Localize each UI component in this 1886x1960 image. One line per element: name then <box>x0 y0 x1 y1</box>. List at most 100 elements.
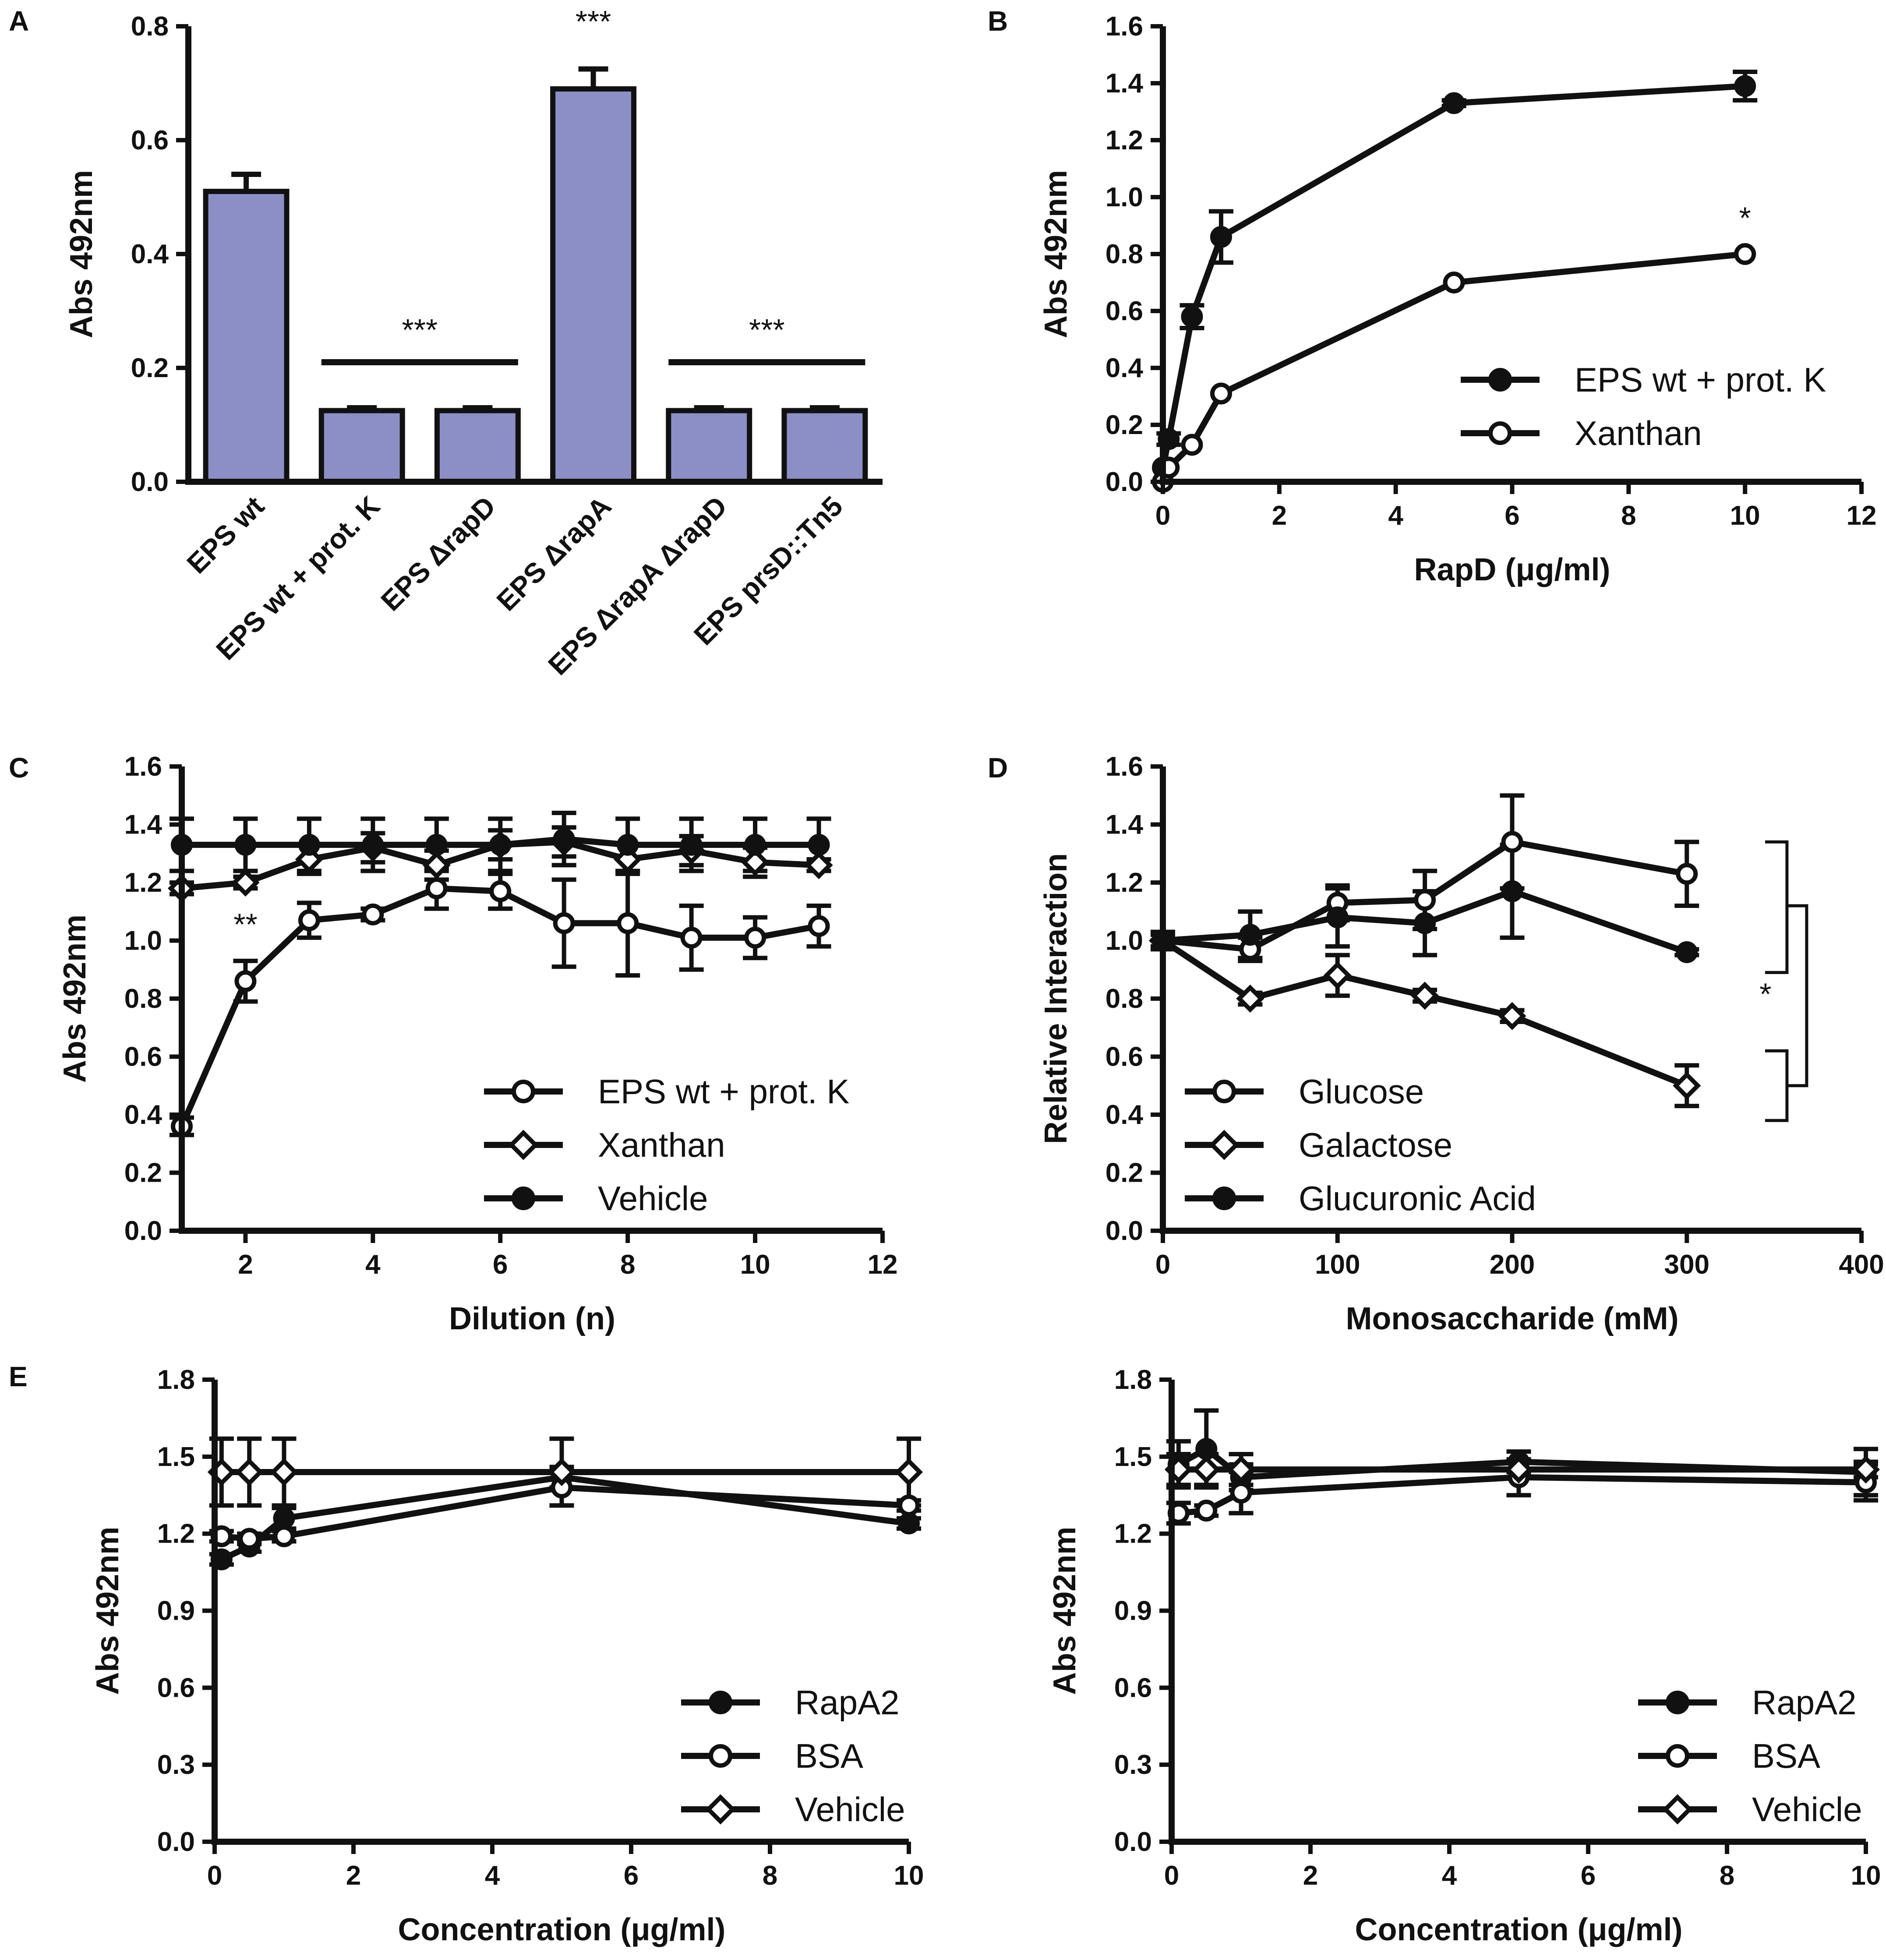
data-point <box>553 828 575 850</box>
panel-label: C <box>9 752 29 784</box>
data-point <box>1505 1455 1533 1484</box>
data-point <box>234 970 257 992</box>
y-tick-label: 0.8 <box>124 984 162 1014</box>
data-point <box>741 848 770 876</box>
x-tick-label: 10 <box>1730 501 1760 531</box>
y-tick-label: 1.2 <box>1105 868 1143 898</box>
y-tick-label: 0.0 <box>124 1216 162 1246</box>
data-point <box>1210 382 1232 405</box>
y-tick-label: 1.2 <box>157 1519 195 1549</box>
significance-mark: *** <box>402 313 438 347</box>
y-tick-label: 0.8 <box>1105 984 1143 1014</box>
y-tick-label: 1.6 <box>1105 752 1143 782</box>
legend-label: Vehicle <box>1752 1790 1862 1829</box>
data-point <box>1851 1455 1880 1484</box>
legend-marker <box>1209 1130 1240 1160</box>
data-point <box>1210 226 1232 248</box>
data-point <box>1181 306 1203 328</box>
y-tick-label: 0.4 <box>124 1100 162 1130</box>
x-tick-label: 2 <box>238 1250 253 1280</box>
data-point <box>1230 1481 1252 1504</box>
data-point <box>1227 1455 1255 1484</box>
panel-d-line-chart: 0.0 0.2 0.4 0.6 0.8 1.0 1.2 1.4 1.6 0 100 200 300 400… <box>988 752 1884 1336</box>
x-tick-label: 4 <box>1388 501 1403 531</box>
data-point <box>362 833 384 856</box>
legend-label: EPS wt + prot. K <box>598 1072 849 1111</box>
x-tick-label: 6 <box>1581 1861 1596 1891</box>
legend-label: Vehicle <box>795 1790 905 1829</box>
y-axis-title: Relative Interaction <box>1038 853 1074 1144</box>
data-point <box>1236 984 1264 1013</box>
legend-marker <box>1212 1080 1236 1103</box>
legend-label: Xanthan <box>598 1126 725 1164</box>
data-point <box>1195 1438 1218 1460</box>
x-axis-title: Concentration (μg/ml) <box>398 1912 725 1947</box>
data-point <box>1734 75 1756 97</box>
data-point <box>1443 92 1465 114</box>
y-tick-label: 0.6 <box>157 1673 195 1703</box>
data-point <box>1676 863 1698 885</box>
y-tick-label: 0.3 <box>1114 1750 1152 1780</box>
panel-label: D <box>988 752 1008 784</box>
data-point <box>617 912 639 934</box>
data-point <box>1195 1499 1218 1522</box>
y-tick-label: 1.6 <box>124 752 162 782</box>
data-point <box>744 926 766 949</box>
x-tick-label: 4 <box>1442 1861 1457 1891</box>
data-point <box>1181 434 1203 456</box>
x-tick-label: 8 <box>1720 1861 1734 1891</box>
panel-e-right-line-chart: 0.0 0.3 0.6 0.9 1.2 1.5 1.8 0 2 4 6 8 10 Abs 492nm Con… <box>1047 1365 1881 1947</box>
x-tick-label: 6 <box>1505 501 1519 531</box>
y-tick-label: 1.8 <box>1114 1365 1152 1395</box>
bar <box>318 408 405 484</box>
data-point <box>894 1458 923 1487</box>
y-axis-title: Abs 492nm <box>1038 170 1074 338</box>
data-point <box>808 833 830 856</box>
x-tick-label: 200 <box>1490 1250 1535 1280</box>
y-axis-title: Abs 492nm <box>1047 1526 1082 1695</box>
y-axis-title: Abs 492nm <box>90 1526 125 1695</box>
y-tick-label: 1.5 <box>157 1442 195 1472</box>
data-point <box>298 833 320 856</box>
significance-mark: ** <box>233 907 257 941</box>
y-tick-label: 1.4 <box>124 810 162 840</box>
data-point <box>1239 924 1261 946</box>
data-point <box>235 1458 264 1487</box>
x-axis-title: Concentration (μg/ml) <box>1355 1912 1682 1947</box>
legend-label: RapA2 <box>795 1683 900 1722</box>
data-point <box>273 1507 295 1529</box>
data-point <box>1734 243 1756 265</box>
data-point <box>808 915 830 937</box>
data-point <box>1501 880 1523 902</box>
y-tick-label: 0.6 <box>131 125 169 155</box>
x-tick-label: 10 <box>740 1250 770 1280</box>
x-axis-title: RapD (μg/ml) <box>1414 552 1610 587</box>
data-point <box>273 1525 295 1547</box>
significance-mark: *** <box>749 313 785 347</box>
data-point <box>1498 1002 1526 1030</box>
data-point <box>425 877 448 900</box>
significance-bracket <box>1787 904 1808 1088</box>
significance-mark: * <box>1759 977 1771 1011</box>
data-point <box>1414 912 1436 934</box>
y-tick-label: 0.9 <box>1114 1596 1152 1626</box>
legend-marker <box>512 1080 535 1103</box>
panel-c-line-chart: 0.0 0.2 0.4 0.6 0.8 1.0 1.2 1.4 1.6 2 4 6 8 10 12 Abs 4… <box>9 752 897 1336</box>
y-tick-label: 0.9 <box>157 1596 195 1626</box>
legend-marker <box>1666 1744 1689 1768</box>
y-tick-label: 0.3 <box>157 1750 195 1780</box>
y-tick-label: 0.6 <box>1105 1042 1143 1072</box>
bar <box>203 189 290 484</box>
bar <box>666 408 752 484</box>
legend-marker <box>1488 421 1512 445</box>
y-tick-label: 0.6 <box>1114 1673 1152 1703</box>
x-tick-label: 6 <box>624 1861 639 1891</box>
data-point <box>1676 941 1698 963</box>
y-tick-label: 0.2 <box>131 353 169 383</box>
x-tick-label: 10 <box>894 1861 924 1891</box>
x-tick-label: 2 <box>1303 1861 1318 1891</box>
bar <box>434 408 521 484</box>
x-tick-label: 100 <box>1315 1250 1360 1280</box>
panel-label: A <box>9 5 29 37</box>
y-tick-label: 1.5 <box>1114 1442 1152 1472</box>
